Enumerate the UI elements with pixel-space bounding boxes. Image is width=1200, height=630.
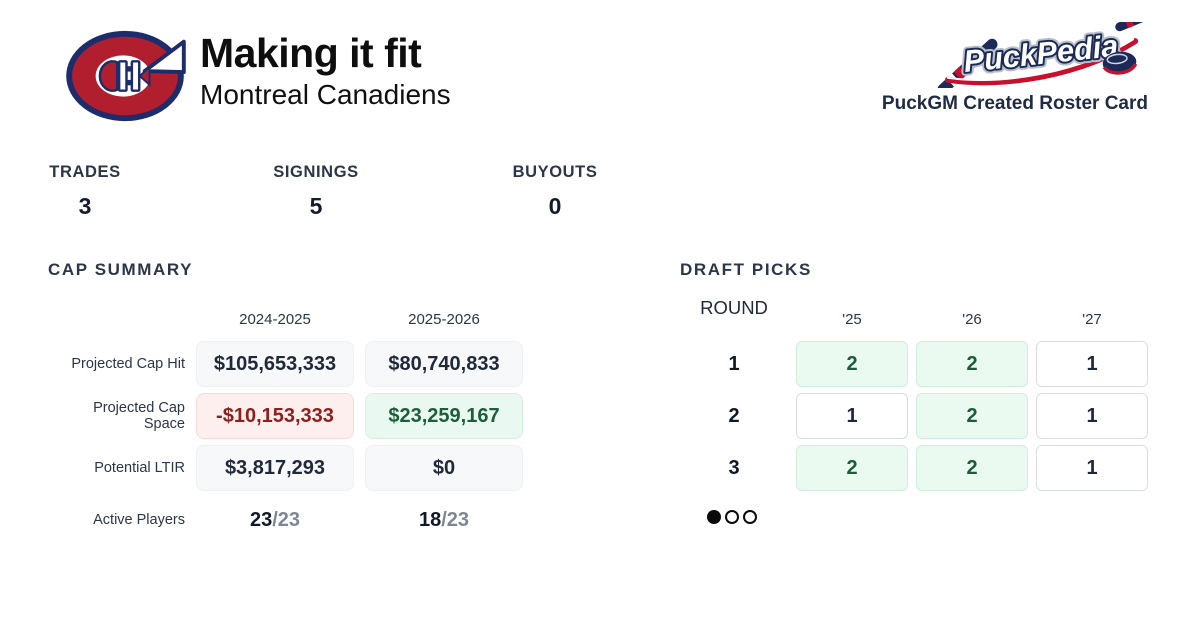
year-column-header: '25 <box>842 311 862 328</box>
stat-buyouts: BUYOUTS 0 <box>513 163 598 220</box>
puckpedia-logo: PuckPedia PuckPedia <box>937 22 1148 88</box>
stat-label: TRADES <box>49 163 121 181</box>
draft-picks-title: DRAFT PICKS <box>680 260 812 279</box>
round-label: 3 <box>728 456 740 479</box>
brand-tagline: PuckGM Created Roster Card <box>881 93 1148 114</box>
draft-pick-cell: 1 <box>796 393 908 439</box>
cap-value-pill: $3,817,293 <box>196 445 354 491</box>
draft-pick-cell: 2 <box>916 341 1028 387</box>
draft-pick-cell: 1 <box>1036 341 1148 387</box>
season-column-header: 2025-2026 <box>408 311 480 328</box>
brand-block: PuckPedia PuckPedia PuckGM Created Roste… <box>882 22 1150 115</box>
cap-summary-table: 2024-2025 2025-2026 Projected Cap Hit $1… <box>48 297 523 543</box>
pagination-dot[interactable] <box>743 510 757 524</box>
stat-trades: TRADES 3 <box>49 163 120 220</box>
season-column-header: 2024-2025 <box>239 311 311 328</box>
draft-picks-table: ROUND '25 '26 '27 1 2 2 1 2 1 2 1 3 2 2 … <box>680 297 1148 491</box>
active-players-total: /23 <box>441 508 470 531</box>
cap-row-label: Active Players <box>93 512 185 528</box>
stat-label: BUYOUTS <box>512 163 598 181</box>
stat-signings: SIGNINGS 5 <box>273 163 358 220</box>
cap-value-pill: -$10,153,333 <box>196 393 354 439</box>
cap-value-pill: $0 <box>365 445 523 491</box>
pagination-dot[interactable] <box>725 510 739 524</box>
svg-text:PuckPedia: PuckPedia <box>962 28 1120 79</box>
cap-summary-title: CAP SUMMARY <box>48 260 194 279</box>
year-column-header: '27 <box>1082 311 1102 328</box>
canadiens-logo <box>66 30 186 122</box>
draft-pick-cell: 1 <box>1036 393 1148 439</box>
draft-pick-cell: 2 <box>916 393 1028 439</box>
stat-label: SIGNINGS <box>273 163 359 181</box>
stat-value: 0 <box>548 193 562 219</box>
cap-row-label: Projected Cap Space <box>93 400 185 432</box>
stat-value: 3 <box>78 193 92 219</box>
cap-value-pill: $80,740,833 <box>365 341 523 387</box>
cap-value-pill: $23,259,167 <box>365 393 523 439</box>
stat-value: 5 <box>309 193 323 219</box>
round-label: 2 <box>728 404 740 427</box>
pagination-dots <box>707 510 757 524</box>
round-column-header: ROUND <box>700 297 768 318</box>
page-subtitle: Montreal Canadiens <box>200 79 451 111</box>
active-players-cell: 23/23 <box>196 509 354 532</box>
page-title: Making it fit <box>200 30 422 76</box>
draft-pick-cell: 1 <box>1036 445 1148 491</box>
active-players-total: /23 <box>272 508 301 531</box>
draft-pick-cell: 2 <box>796 341 908 387</box>
draft-pick-cell: 2 <box>916 445 1028 491</box>
round-label: 1 <box>728 352 740 375</box>
year-column-header: '26 <box>962 311 982 328</box>
cap-row-label: Projected Cap Hit <box>71 356 185 372</box>
active-players-count: 18 <box>418 508 442 531</box>
active-players-cell: 18/23 <box>365 509 523 532</box>
title-block: Making it fit Montreal Canadiens <box>200 30 451 111</box>
pagination-dot[interactable] <box>707 510 721 524</box>
active-players-count: 23 <box>249 508 273 531</box>
cap-row-label: Potential LTIR <box>94 460 185 476</box>
draft-pick-cell: 2 <box>796 445 908 491</box>
cap-value-pill: $105,653,333 <box>196 341 354 387</box>
